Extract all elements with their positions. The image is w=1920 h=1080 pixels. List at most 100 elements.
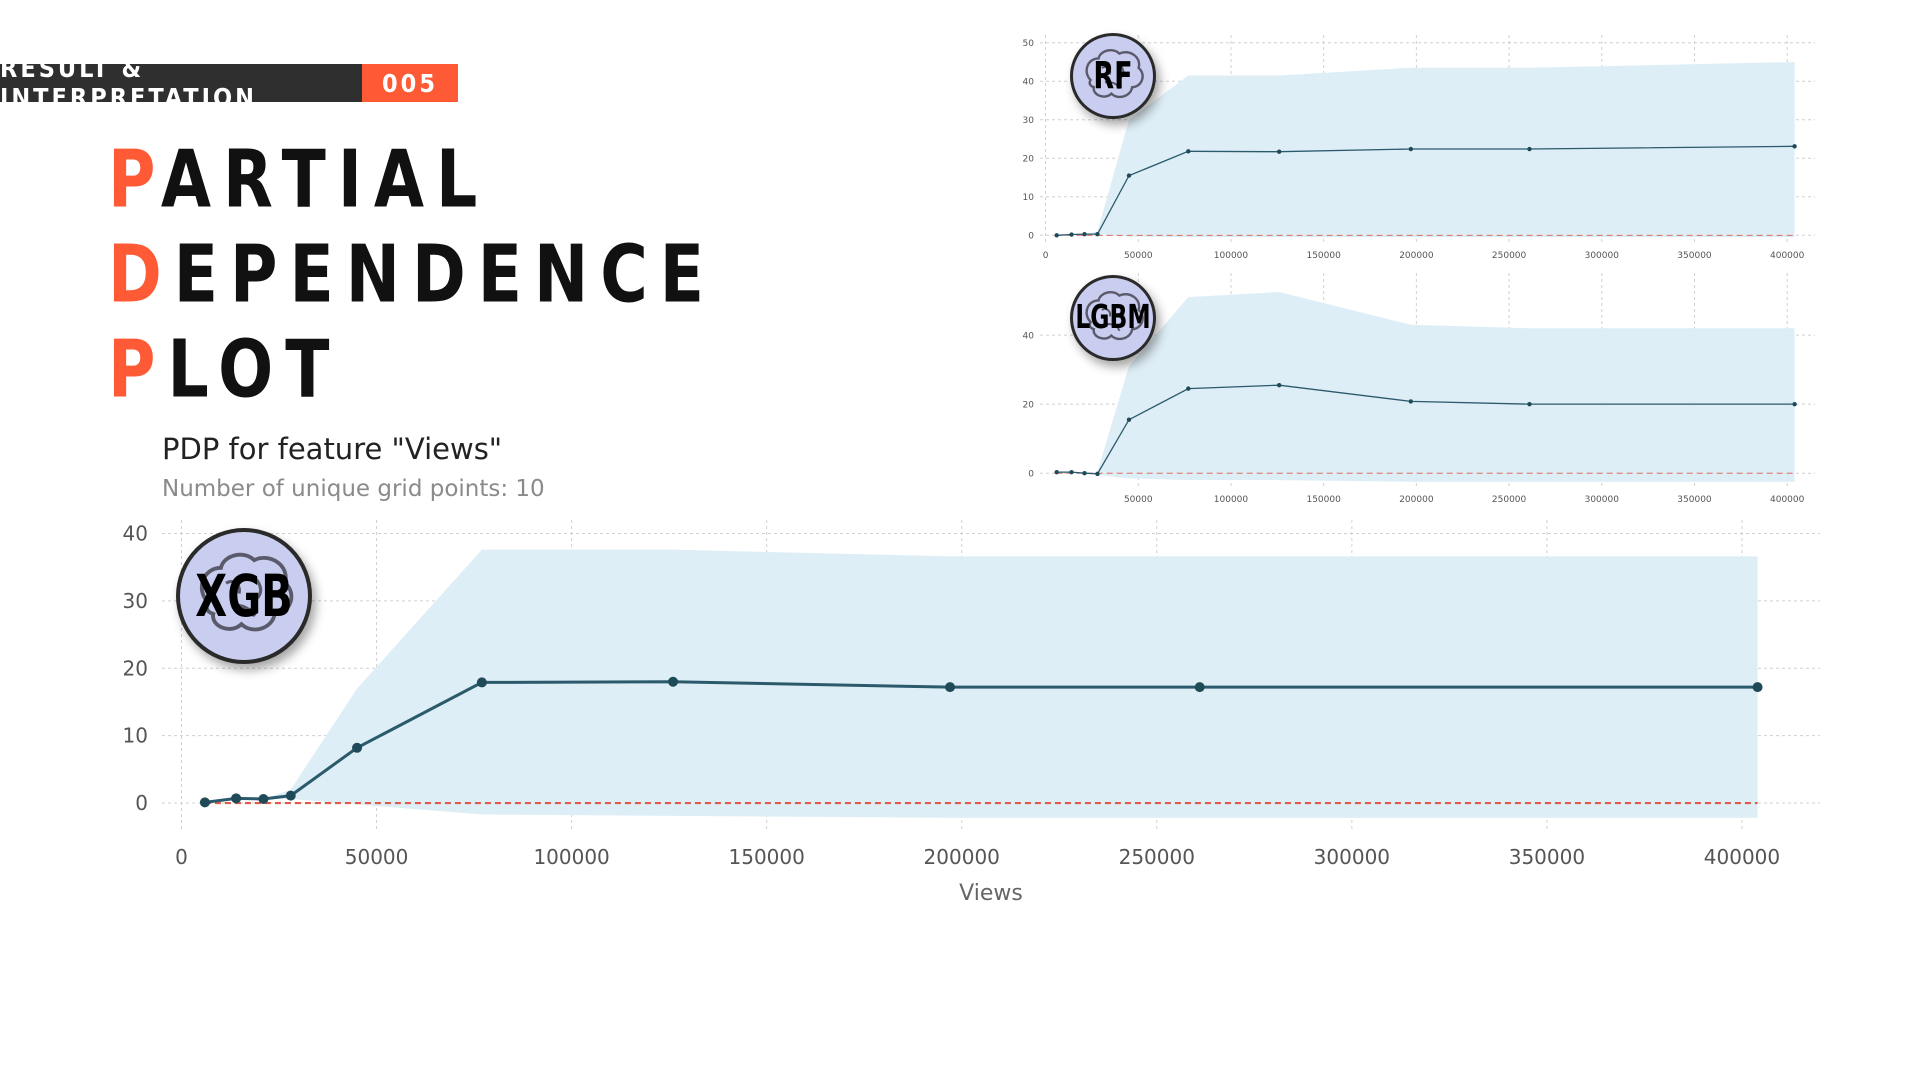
x-tick-label: 300000: [1585, 495, 1620, 505]
xgb-badge-label: XGB: [195, 562, 293, 630]
y-tick-label: 30: [123, 589, 148, 613]
data-point: [1527, 146, 1532, 152]
x-tick-label: 200000: [924, 845, 1000, 869]
x-tick-label: 250000: [1492, 495, 1527, 505]
title-initial: D: [108, 228, 174, 321]
y-tick-label: 10: [1023, 193, 1035, 203]
x-tick-label: 200000: [1399, 251, 1434, 261]
y-tick-label: 20: [123, 656, 148, 680]
x-tick-label: 250000: [1492, 251, 1527, 261]
data-point: [1126, 417, 1132, 422]
data-point: [1082, 231, 1087, 237]
y-tick-label: 20: [1023, 154, 1035, 164]
y-tick-label: 40: [123, 521, 148, 545]
data-point: [352, 742, 363, 753]
x-tick-label: 100000: [1214, 495, 1249, 505]
pdp-subtitle: Number of unique grid points: 10: [162, 476, 545, 502]
x-tick-label: 350000: [1677, 495, 1712, 505]
section-number: 005: [362, 64, 458, 102]
rf-badge-label: RF: [1093, 54, 1133, 98]
data-point: [1069, 232, 1074, 237]
xgb-pdp-chart: 0 50000 100000 150000 200000 250000 300000 3500…: [123, 520, 1820, 906]
brain-icon: [199, 552, 294, 632]
y-tick-label: 40: [1023, 77, 1035, 87]
data-point: [1276, 382, 1282, 388]
y-tick-label: 40: [1023, 331, 1035, 341]
data-point: [1054, 233, 1059, 238]
data-point: [1095, 471, 1100, 477]
section-label: RESULT & INTERPRETATION: [0, 54, 362, 112]
pdp-line: [1056, 384, 1795, 475]
x-tick-label: 300000: [1585, 251, 1620, 261]
x-tick-label: 400000: [1770, 495, 1805, 505]
confidence-band: [1056, 291, 1795, 482]
data-point: [668, 676, 679, 687]
x-tick-label: 400000: [1704, 845, 1780, 869]
lgbm-badge: LGBM: [1070, 275, 1156, 361]
title-initial: P: [108, 323, 168, 416]
x-tick-label: 350000: [1677, 251, 1712, 261]
pdp-title: PDP for feature "Views": [162, 432, 503, 466]
data-point: [1194, 682, 1205, 693]
data-point: [1408, 399, 1414, 404]
x-tick-label: 400000: [1770, 251, 1805, 261]
x-tick-label: 200000: [1399, 495, 1434, 505]
data-point: [1054, 469, 1059, 475]
y-tick-label: 10: [123, 724, 148, 748]
data-point: [1186, 149, 1191, 154]
data-point: [1527, 401, 1532, 407]
data-point: [1752, 682, 1763, 693]
lgbm-badge-label: LGBM: [1075, 299, 1151, 337]
rf-pdp-chart: 0 50000 100000 150000 200000 250000 300000 3500…: [1023, 35, 1815, 261]
data-point: [199, 797, 210, 808]
data-point: [1095, 231, 1100, 237]
x-tick-label: 0: [175, 845, 188, 869]
title-initial: P: [108, 133, 161, 226]
x-tick-label: 0: [1043, 251, 1049, 261]
data-point: [1792, 401, 1797, 407]
title-rest: LOT: [167, 323, 342, 416]
y-tick-label: 20: [1023, 400, 1035, 410]
data-point: [1186, 386, 1191, 391]
data-point: [231, 793, 242, 804]
x-tick-label: 50000: [1124, 251, 1153, 261]
pdp-line: [204, 680, 1758, 804]
pdp-line: [1056, 145, 1795, 236]
x-tick-label: 50000: [1124, 495, 1153, 505]
y-tick-label: 50: [1023, 39, 1035, 49]
y-tick-label: 0: [135, 791, 148, 815]
data-point: [1082, 470, 1087, 476]
confidence-band: [204, 549, 1758, 818]
data-point: [945, 682, 956, 693]
data-point: [258, 794, 269, 804]
x-axis-label: Views: [959, 881, 1023, 906]
title-rest: EPENDENCE: [173, 228, 717, 321]
data-point: [1408, 146, 1414, 152]
data-point: [1069, 469, 1074, 475]
section-header: RESULT & INTERPRETATION 005: [0, 54, 458, 112]
rf-badge: RF: [1070, 33, 1156, 119]
title-rest: ARTIAL: [160, 133, 490, 226]
y-tick-label: 0: [1028, 469, 1034, 479]
x-tick-label: 250000: [1119, 845, 1195, 869]
data-point: [1126, 173, 1132, 178]
data-point: [1276, 149, 1282, 154]
x-tick-label: 100000: [533, 845, 609, 869]
data-point: [285, 790, 296, 801]
x-tick-label: 150000: [729, 845, 805, 869]
brain-icon: [1085, 291, 1144, 341]
x-tick-label: 350000: [1509, 845, 1585, 869]
title-line-3: PLOT: [108, 323, 341, 415]
brain-icon: [1085, 49, 1144, 99]
xgb-badge: XGB: [176, 528, 312, 664]
x-tick-label: 50000: [345, 845, 409, 869]
x-tick-label: 150000: [1306, 495, 1341, 505]
lgbm-pdp-chart: 50000 100000 150000 200000 250000 300000 35000…: [1023, 273, 1815, 505]
x-tick-label: 300000: [1314, 845, 1390, 869]
x-tick-label: 100000: [1214, 251, 1249, 261]
title-line-2: DEPENDENCE: [108, 228, 716, 320]
data-point: [476, 677, 487, 688]
data-point: [1792, 144, 1797, 149]
y-tick-label: 30: [1023, 116, 1035, 126]
x-tick-label: 150000: [1306, 251, 1341, 261]
